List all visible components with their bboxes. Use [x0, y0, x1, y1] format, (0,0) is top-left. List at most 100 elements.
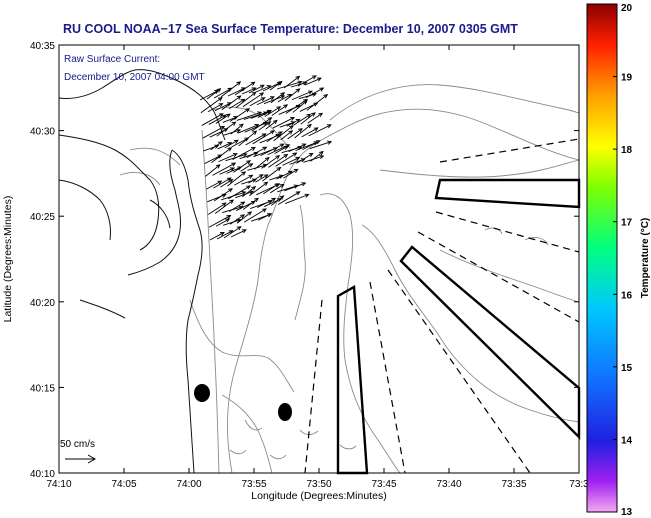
current-vector	[301, 127, 319, 138]
current-vector	[229, 108, 250, 122]
current-vector	[268, 154, 288, 168]
current-vector	[302, 140, 320, 151]
current-vector-head	[257, 111, 263, 116]
current-vector	[260, 143, 284, 157]
current-vector-head	[295, 156, 301, 161]
colorbar-label: Temperature (°C)	[640, 218, 651, 299]
current-vector	[233, 160, 251, 173]
current-vector	[277, 191, 300, 205]
current-vector	[207, 194, 226, 203]
current-vector-head	[327, 140, 333, 145]
current-vector-head	[308, 152, 314, 158]
current-vector-head	[236, 128, 242, 134]
current-vector	[266, 131, 283, 143]
current-vector-head	[232, 153, 238, 158]
current-vector	[257, 110, 271, 118]
current-vector-head	[217, 97, 223, 102]
current-vector-head	[298, 128, 303, 133]
current-vector	[283, 168, 298, 179]
current-vector	[212, 162, 236, 176]
current-vector-head	[267, 213, 273, 218]
current-vector-head	[319, 150, 324, 156]
station-marker-east	[278, 403, 292, 421]
current-vector-head	[240, 98, 246, 103]
current-vector-head	[233, 139, 239, 144]
current-vector-head	[262, 146, 268, 151]
current-vector	[216, 230, 233, 240]
current-vector-head	[216, 88, 222, 93]
current-vector-head	[217, 141, 223, 146]
colorbar-tick-label: 19	[621, 73, 633, 84]
current-vector	[308, 124, 332, 137]
current-vector	[256, 96, 275, 106]
current-vector-head	[218, 103, 224, 108]
current-vector-head	[311, 112, 316, 117]
current-vector-head	[231, 121, 237, 126]
current-vector	[217, 142, 232, 150]
current-vector	[296, 153, 313, 164]
dashed-boundaries	[304, 138, 580, 474]
current-vector	[294, 124, 312, 139]
current-vector-head	[277, 80, 283, 86]
current-vector	[262, 167, 281, 182]
current-vector-head	[295, 118, 301, 123]
current-vector-head	[226, 215, 232, 220]
current-vector	[252, 130, 275, 145]
current-vector	[199, 89, 219, 101]
current-vector-head	[283, 104, 289, 109]
current-vector	[300, 112, 316, 125]
current-vector-head	[241, 171, 247, 176]
current-vector	[249, 97, 265, 107]
current-vector-head	[247, 211, 253, 216]
current-vector	[250, 110, 272, 119]
current-vector	[221, 95, 241, 111]
current-vector	[202, 126, 225, 139]
current-vector	[282, 157, 300, 166]
current-vector	[207, 202, 227, 215]
current-vector	[223, 226, 242, 239]
current-vector	[264, 106, 281, 117]
current-vector	[255, 174, 269, 183]
current-vector	[245, 133, 266, 146]
current-vector	[262, 81, 282, 92]
y-tick-label: 40:25	[30, 212, 55, 223]
current-vector-head	[295, 75, 301, 81]
current-vector	[227, 87, 246, 97]
current-vector-head	[221, 202, 227, 207]
current-vector	[219, 167, 235, 175]
scale-label: 50 cm/s	[60, 439, 95, 450]
current-vector	[248, 84, 265, 94]
current-vector	[306, 94, 328, 111]
current-vector	[241, 87, 256, 95]
current-vector	[263, 183, 279, 195]
current-vector-head	[301, 182, 307, 187]
current-vector	[273, 125, 294, 142]
current-vector-head	[288, 125, 294, 130]
current-label-line2: December 10, 2007 04:00 GMT	[64, 72, 205, 83]
map-title: RU COOL NOAA−17 Sea Surface Temperature:…	[63, 22, 518, 36]
current-vector-head	[215, 164, 221, 169]
current-vector-head	[228, 179, 234, 184]
current-vector	[234, 174, 253, 186]
current-vector-head	[313, 102, 319, 107]
coastline	[58, 69, 226, 474]
current-vector	[276, 81, 302, 90]
current-vector-head	[306, 113, 312, 119]
current-vector-head	[258, 174, 264, 179]
x-axis-ticks: 74:10 74:05 74:00 73:55 73:50 73:45 73:40 73:35…	[46, 45, 589, 490]
current-vector	[269, 175, 284, 181]
current-vector-head	[293, 168, 299, 173]
current-vector-head	[319, 155, 325, 160]
current-vector	[218, 153, 238, 163]
current-vector	[293, 113, 311, 126]
current-vector	[213, 87, 232, 99]
current-vector-head	[302, 81, 308, 86]
colorbar-tick-label: 16	[621, 290, 633, 301]
current-vector	[244, 122, 268, 133]
current-vector-head	[301, 143, 307, 148]
current-vector-head	[263, 181, 269, 187]
current-vector-head	[279, 143, 285, 148]
current-vector	[215, 218, 230, 227]
current-vector-head	[316, 77, 322, 82]
